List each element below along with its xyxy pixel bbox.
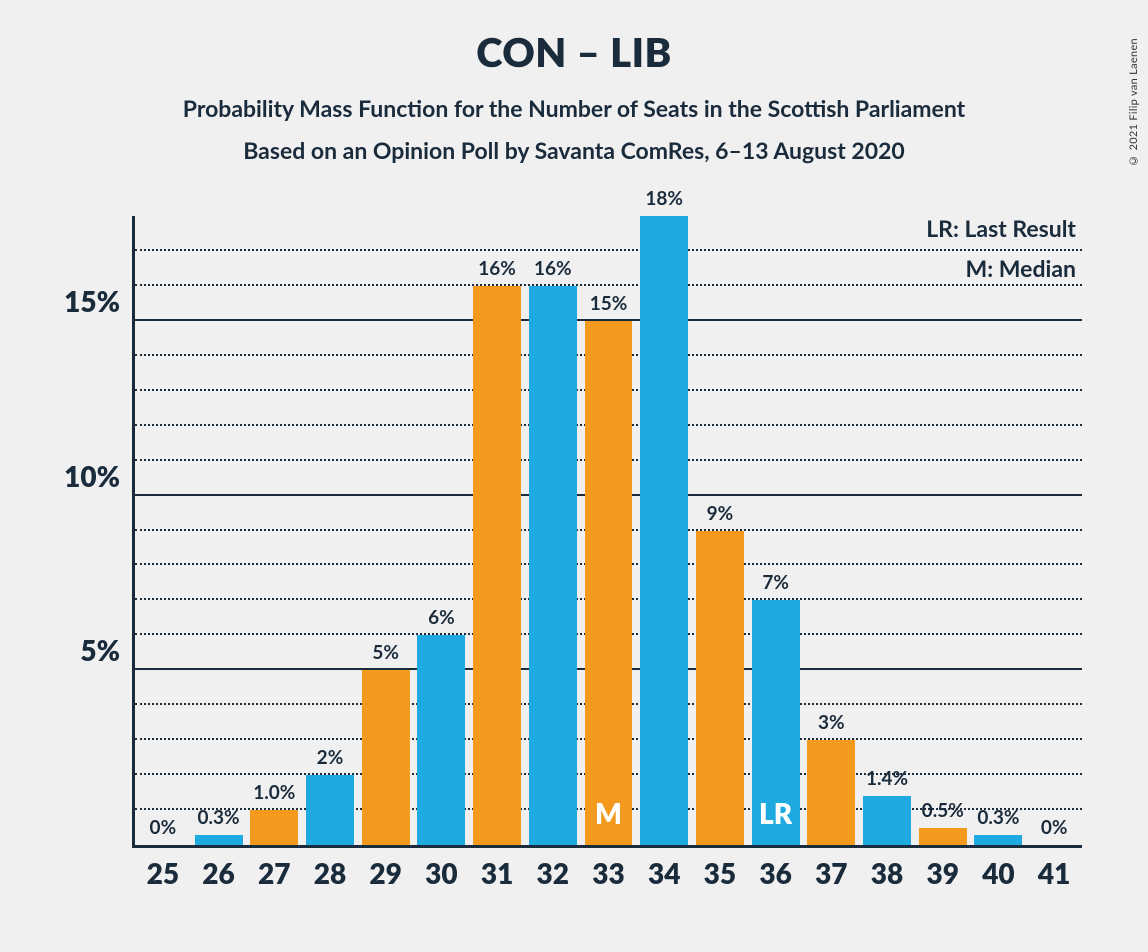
- grid-minor: [135, 284, 1082, 286]
- x-tick-label: 38: [871, 856, 903, 890]
- bar: [362, 670, 410, 845]
- bar-chart: 5%10%15%25262728293031323334353637383940…: [132, 216, 1082, 848]
- y-axis: [132, 216, 135, 848]
- bar: [529, 286, 577, 845]
- y-tick-label: 10%: [64, 459, 120, 493]
- chart-subtitle: Probability Mass Function for the Number…: [0, 94, 1148, 122]
- bar-value-label: 9%: [707, 502, 734, 525]
- x-tick-label: 31: [481, 856, 513, 890]
- x-tick-label: 28: [314, 856, 346, 890]
- bar: [696, 531, 744, 846]
- chart-subtitle-2: Based on an Opinion Poll by Savanta ComR…: [0, 136, 1148, 164]
- x-tick-label: 34: [648, 856, 680, 890]
- bar-value-label: 0.3%: [977, 806, 1019, 829]
- bar: [417, 635, 465, 845]
- x-tick-label: 26: [202, 856, 234, 890]
- x-tick-label: 39: [926, 856, 958, 890]
- bar-value-label: 2%: [317, 746, 344, 769]
- x-tick-label: 32: [537, 856, 569, 890]
- bar-value-label: 15%: [590, 292, 628, 315]
- bar-marker-m: M: [595, 796, 622, 830]
- x-tick-label: 41: [1038, 856, 1070, 890]
- bar-marker-lr: LR: [759, 796, 792, 830]
- bar-value-label: 0.3%: [197, 806, 239, 829]
- bar-value-label: 7%: [762, 571, 789, 594]
- bar: [306, 775, 354, 845]
- x-tick-label: 30: [425, 856, 457, 890]
- bar-value-label: 1.0%: [253, 781, 295, 804]
- x-axis: [132, 845, 1082, 848]
- bar: [974, 835, 1022, 845]
- bar: [473, 286, 521, 845]
- bar-value-label: 16%: [534, 257, 572, 280]
- bar-value-label: 3%: [818, 711, 845, 734]
- chart-title: CON – LIB: [0, 28, 1148, 76]
- x-tick-label: 40: [982, 856, 1014, 890]
- y-tick-label: 5%: [80, 633, 120, 667]
- bar: [640, 216, 688, 845]
- bar-value-label: 0%: [150, 816, 177, 839]
- x-tick-label: 29: [369, 856, 401, 890]
- x-tick-label: 25: [147, 856, 179, 890]
- x-tick-label: 36: [759, 856, 791, 890]
- x-tick-label: 37: [815, 856, 847, 890]
- x-tick-label: 35: [704, 856, 736, 890]
- bar: [195, 835, 243, 845]
- bar-value-label: 5%: [372, 641, 399, 664]
- x-tick-label: 33: [592, 856, 624, 890]
- bar: [863, 796, 911, 845]
- bar: [250, 810, 298, 845]
- bar: [585, 321, 633, 845]
- copyright-text: © 2021 Filip van Laenen: [1127, 38, 1140, 167]
- x-tick-label: 27: [258, 856, 290, 890]
- bar: [919, 828, 967, 845]
- bar-value-label: 0%: [1041, 816, 1068, 839]
- grid-minor: [135, 249, 1082, 251]
- bar-value-label: 0.5%: [922, 799, 964, 822]
- bar-value-label: 6%: [428, 606, 455, 629]
- bar-value-label: 16%: [478, 257, 516, 280]
- y-tick-label: 15%: [64, 284, 120, 318]
- bar-value-label: 1.4%: [866, 767, 908, 790]
- bar: [807, 740, 855, 845]
- bar-value-label: 18%: [645, 187, 683, 210]
